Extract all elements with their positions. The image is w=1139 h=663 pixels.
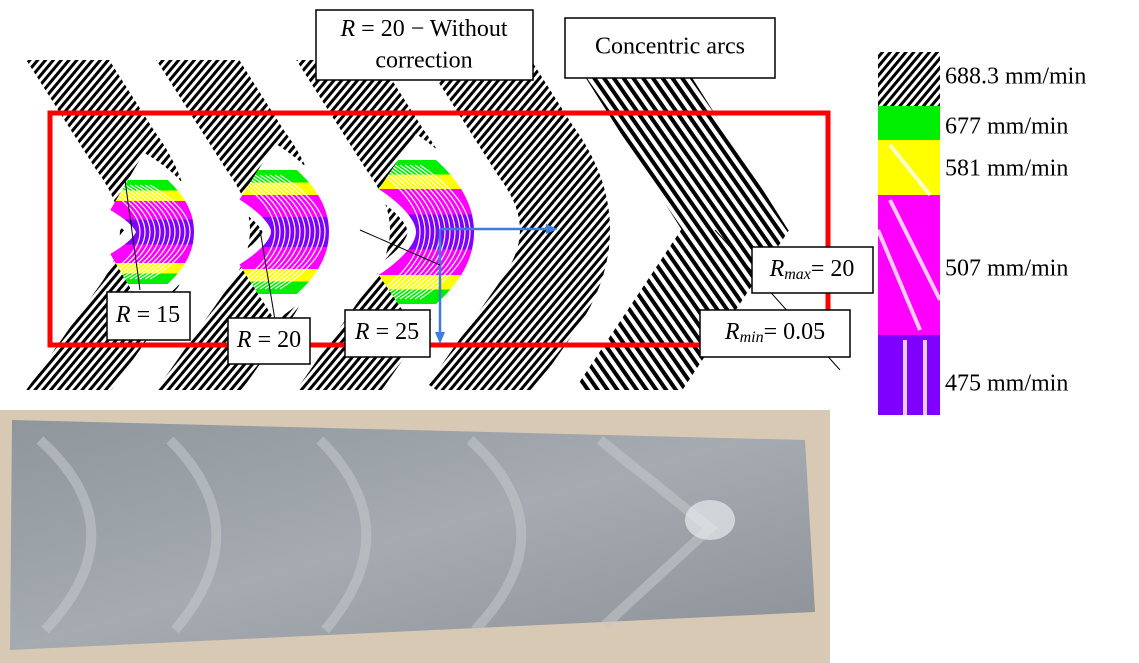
var: R <box>236 327 252 353</box>
page: { "annotations": { "without_correction":… <box>0 0 1139 663</box>
legend-label: 581 mm/min <box>945 156 1068 182</box>
swatch <box>878 106 940 140</box>
feed-bands <box>325 160 505 304</box>
legend-label: 475 mm/min <box>945 371 1068 397</box>
figure: R= 20 − Without correction Concentric ar… <box>0 0 1139 663</box>
swatch <box>878 335 940 415</box>
annotation-rmin: Rmin= 0.05 <box>700 310 850 357</box>
var: R <box>724 319 740 345</box>
annotation-r20: R= 20 <box>228 318 310 364</box>
var: R <box>769 256 785 282</box>
label: = 20 <box>811 256 855 282</box>
svg-text:R= 25: R= 25 <box>354 319 419 345</box>
annotation-r25: R= 25 <box>345 310 430 357</box>
photo <box>0 410 830 663</box>
label: Concentric arcs <box>595 34 745 60</box>
var: R <box>339 16 355 42</box>
annotation-rmax: Rmax= 20 <box>752 247 873 293</box>
feed-colors <box>325 160 505 304</box>
subscript: min <box>740 329 764 346</box>
annotation-r15: R= 15 <box>107 292 190 340</box>
legend-label: 507 mm/min <box>945 256 1068 282</box>
legend-label: 677 mm/min <box>945 114 1068 140</box>
label: = 15 <box>137 302 181 328</box>
svg-text:R= 15: R= 15 <box>115 302 180 328</box>
label: = 20 <box>258 327 302 353</box>
legend: 688.3 mm/min 677 mm/min 581 mm/min 507 m… <box>878 52 1086 415</box>
label: correction <box>375 48 472 74</box>
label: = 20 − Without <box>361 16 508 42</box>
legend-label: 688.3 mm/min <box>945 64 1086 90</box>
svg-text:Rmax= 20: Rmax= 20 <box>769 256 855 283</box>
var: R <box>354 319 370 345</box>
annotation-concentric: Concentric arcs <box>565 18 775 78</box>
swatch <box>878 52 940 106</box>
svg-text:R= 20 − Without: R= 20 − Without <box>339 16 507 42</box>
annotation-without-correction: R= 20 − Without correction <box>316 10 533 80</box>
swatch <box>878 195 940 335</box>
label: = 0.05 <box>764 319 826 345</box>
svg-text:R= 20: R= 20 <box>236 327 301 353</box>
label: = 25 <box>376 319 420 345</box>
svg-text:Rmin= 0.05: Rmin= 0.05 <box>724 319 825 346</box>
var: R <box>115 302 131 328</box>
subscript: max <box>784 266 811 283</box>
